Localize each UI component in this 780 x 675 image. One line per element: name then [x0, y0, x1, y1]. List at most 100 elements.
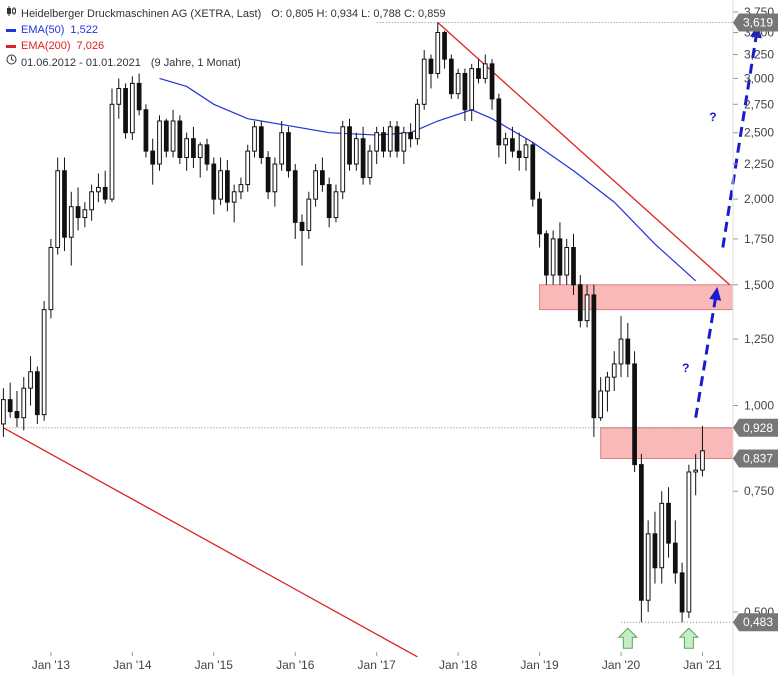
candle	[503, 132, 509, 165]
candle	[537, 191, 542, 248]
candle	[21, 377, 27, 431]
candle	[374, 126, 380, 165]
legend-ohlc: O: 0,805 H: 0,934 L: 0,788 C: 0,859	[271, 8, 446, 20]
candle-body	[469, 68, 475, 111]
candle-body	[448, 58, 454, 95]
legend-ema50-value: 1,522	[70, 24, 98, 36]
candle-body	[476, 68, 481, 79]
candle	[510, 126, 515, 158]
candle-body	[109, 103, 115, 200]
candle-body	[333, 191, 339, 219]
candle-body	[510, 138, 515, 152]
candle-body	[184, 138, 190, 159]
candle-body	[394, 126, 400, 152]
candle	[645, 520, 651, 612]
x-tick-label: Jan '16	[276, 658, 315, 672]
candle	[611, 351, 617, 392]
candle-body	[265, 157, 271, 193]
candle-body	[150, 150, 156, 165]
candle-body	[191, 138, 196, 159]
y-tick-label: 1,500	[744, 278, 774, 292]
y-tick-label: 1,250	[744, 332, 774, 346]
candle	[238, 177, 244, 200]
candle-body	[21, 387, 27, 419]
candle-body	[523, 144, 529, 159]
candle	[564, 238, 570, 285]
candle-body	[503, 138, 509, 146]
candle	[632, 351, 637, 472]
candle-body	[136, 82, 142, 111]
candle-body	[75, 206, 81, 219]
x-tick-label: Jan '13	[32, 658, 71, 672]
candle	[224, 160, 230, 212]
candle-body	[204, 144, 210, 165]
y-tick-label: 3,250	[744, 48, 774, 62]
candle	[320, 157, 325, 192]
candle-body	[442, 31, 447, 60]
y-tick-label: 2,500	[744, 126, 774, 140]
projection-arrow-line	[721, 32, 759, 248]
candle-body	[48, 247, 54, 311]
candle-body	[320, 170, 325, 186]
candle	[306, 191, 312, 239]
candle	[523, 138, 529, 171]
candle	[659, 491, 665, 584]
candle	[448, 54, 454, 99]
candle	[177, 115, 183, 165]
y-tick-label: 3,000	[744, 71, 774, 85]
candle	[625, 322, 631, 378]
candle	[82, 202, 88, 228]
legend-ema200-value: 7,026	[76, 40, 105, 52]
candle	[686, 464, 692, 618]
candle	[1, 388, 6, 437]
candle-body	[279, 132, 285, 165]
candle-body	[231, 191, 237, 203]
candle	[272, 157, 278, 207]
candle-body	[347, 126, 352, 165]
candle	[143, 104, 149, 158]
candle-body	[415, 103, 420, 140]
y-tick-label: 1,750	[744, 232, 774, 246]
candle-body	[218, 170, 223, 200]
x-tick-label: Jan '14	[113, 658, 152, 672]
candle	[394, 121, 400, 158]
candle	[353, 132, 359, 171]
candle-body	[116, 87, 122, 105]
candle-body	[550, 238, 556, 276]
candle	[543, 230, 549, 285]
candle-body	[516, 150, 522, 159]
candle	[347, 118, 352, 171]
candle	[150, 138, 156, 185]
candle-body	[428, 58, 434, 74]
projection-arrow-line	[694, 294, 718, 418]
legend-ema50-label: EMA(50)	[21, 24, 65, 36]
candle	[75, 187, 81, 231]
candle	[476, 59, 481, 84]
candle	[435, 22, 441, 79]
y-tick-label: 0,750	[744, 484, 774, 498]
candle-body	[618, 338, 624, 365]
candle-body	[591, 294, 597, 419]
candle	[157, 115, 162, 171]
candle-body	[62, 170, 67, 238]
candle-body	[340, 126, 346, 193]
candle	[482, 54, 488, 84]
candle	[618, 316, 624, 378]
candle	[7, 382, 13, 418]
resistance-zone	[539, 284, 734, 311]
price-badge-bg	[733, 613, 778, 632]
candle	[204, 138, 210, 171]
candle	[62, 157, 67, 252]
candle	[211, 157, 217, 215]
candle-body	[401, 132, 407, 152]
legend-range-detail: (9 Jahre, 1 Monat)	[150, 56, 241, 69]
candle	[672, 520, 678, 584]
candle-body	[543, 233, 549, 276]
candle	[421, 50, 427, 110]
candle	[401, 126, 407, 165]
x-tick-label: Jan '20	[602, 658, 641, 672]
price-badge-label: 0,837	[743, 452, 773, 466]
trend-line	[3, 427, 418, 658]
question-mark-label: ?	[682, 361, 689, 375]
y-tick-label: 2,000	[744, 192, 774, 206]
